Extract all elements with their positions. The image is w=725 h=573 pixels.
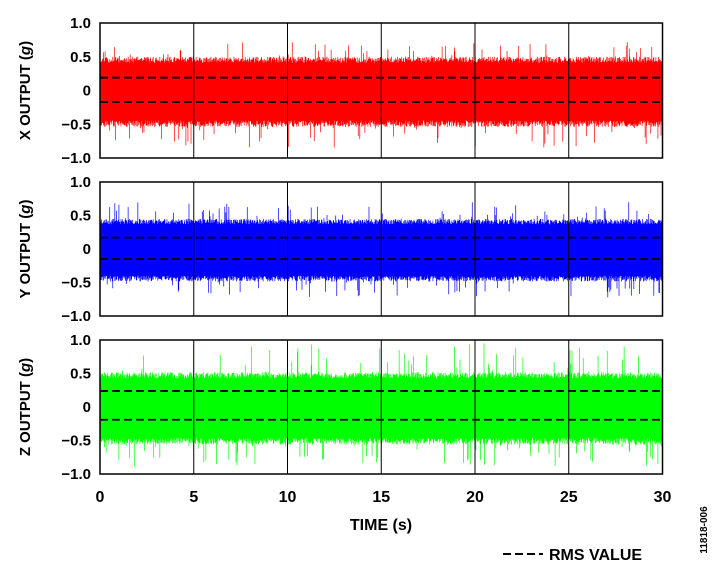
legend-label: RMS VALUE bbox=[549, 547, 642, 564]
panel-1: 1.0 0.5 0 −0.5 −1.0 Y OUTPUT (g) bbox=[17, 174, 664, 325]
legend: RMS VALUE bbox=[503, 547, 642, 564]
x-tick-label: 10 bbox=[279, 489, 297, 506]
y-tick-label: 0 bbox=[83, 83, 91, 100]
y-tick-label: −1.0 bbox=[61, 150, 91, 167]
x-tick-label: 5 bbox=[189, 489, 198, 506]
y-tick-label: −1.0 bbox=[61, 466, 91, 483]
plot-frame bbox=[99, 22, 664, 159]
y-axis-label: Z OUTPUT (g) bbox=[17, 358, 34, 456]
y-tick-label: −0.5 bbox=[61, 116, 91, 133]
y-axis-label: X OUTPUT (g) bbox=[17, 41, 34, 140]
x-tick-label: 20 bbox=[466, 489, 484, 506]
panels-group: 1.0 0.5 0 −0.5 −1.0 X OUTPUT (g) 1.0 0.5 0 −0.5 −1… bbox=[17, 15, 664, 483]
x-tick-label: 0 bbox=[96, 489, 105, 506]
y-tick-label: 0 bbox=[83, 241, 91, 258]
plot-frame bbox=[99, 339, 664, 475]
y-tick-label: −1.0 bbox=[61, 308, 91, 325]
y-tick-label: −0.5 bbox=[61, 433, 91, 450]
y-tick-label: 0.5 bbox=[70, 49, 91, 66]
x-axis-label: TIME (s) bbox=[350, 517, 412, 534]
y-tick-label: 1.0 bbox=[70, 332, 91, 349]
y-tick-label: 1.0 bbox=[70, 15, 91, 32]
y-tick-label: 0.5 bbox=[70, 208, 91, 225]
y-tick-label: 0.5 bbox=[70, 366, 91, 383]
x-axis-tick-labels: 0 5 10 15 20 25 30 bbox=[96, 489, 672, 506]
figure-id: 11818-006 bbox=[699, 506, 710, 554]
plot-frame bbox=[99, 181, 664, 317]
y-axis-label: Y OUTPUT (g) bbox=[17, 200, 34, 299]
x-tick-label: 30 bbox=[654, 489, 672, 506]
x-tick-label: 25 bbox=[560, 489, 578, 506]
x-tick-label: 15 bbox=[372, 489, 390, 506]
panel-2: 1.0 0.5 0 −0.5 −1.0 Z OUTPUT (g) bbox=[17, 332, 664, 483]
y-tick-label: 1.0 bbox=[70, 174, 91, 191]
y-tick-label: 0 bbox=[83, 399, 91, 416]
y-tick-label: −0.5 bbox=[61, 275, 91, 292]
panel-0: 1.0 0.5 0 −0.5 −1.0 X OUTPUT (g) bbox=[17, 15, 664, 167]
